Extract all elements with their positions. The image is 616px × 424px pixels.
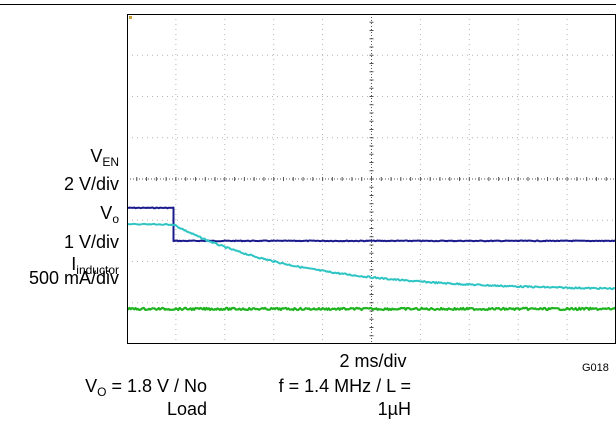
ven-label-base: V [90, 146, 103, 166]
vo-scale: 1 V/div [63, 232, 119, 252]
header-rule [0, 4, 616, 5]
figure-id: G018 [582, 362, 609, 374]
condition-inductor: 1µH [377, 399, 411, 419]
condition-vo: VO = 1.8 V / No [85, 376, 207, 399]
trigger-marker [129, 16, 132, 19]
trace-ven [127, 206, 616, 243]
oscilloscope-screen [127, 14, 616, 344]
vo-label-base: V [100, 203, 113, 223]
iind-label: Iinductor [71, 254, 119, 280]
vo-label: Vo [100, 203, 119, 229]
condition-freq: f = 1.4 MHz / L = [278, 376, 411, 396]
traces [127, 206, 616, 312]
trace-iind [127, 306, 616, 312]
iind-scale: 500 mA/div [28, 268, 119, 288]
iind-label-base: I [71, 254, 77, 274]
grid [127, 14, 616, 344]
vo-label-sub: o [112, 212, 119, 226]
trace-vo [127, 222, 616, 291]
iind-label-sub: inductor [76, 263, 119, 277]
ven-scale: 2 V/div [63, 174, 119, 194]
ven-label: VEN [90, 146, 119, 172]
time-scale: 2 ms/div [339, 351, 407, 371]
ven-label-sub: EN [102, 155, 119, 169]
condition-load: Load [166, 399, 207, 419]
